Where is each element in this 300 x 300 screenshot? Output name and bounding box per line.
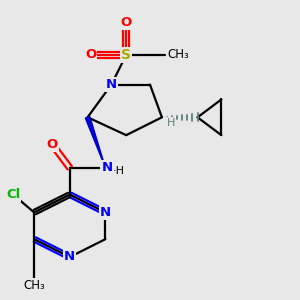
Text: O: O xyxy=(85,48,96,62)
Text: N: N xyxy=(64,250,75,263)
Text: Cl: Cl xyxy=(6,188,20,201)
Text: O: O xyxy=(121,16,132,29)
Text: N: N xyxy=(101,161,112,174)
Text: CH₃: CH₃ xyxy=(23,279,45,292)
Text: N: N xyxy=(106,78,117,91)
Text: O: O xyxy=(46,138,58,151)
Text: N: N xyxy=(100,206,111,219)
Text: H: H xyxy=(167,118,175,128)
Text: CH₃: CH₃ xyxy=(168,48,190,62)
Text: ·H: ·H xyxy=(113,166,125,176)
Polygon shape xyxy=(85,116,105,168)
Text: S: S xyxy=(121,48,131,62)
